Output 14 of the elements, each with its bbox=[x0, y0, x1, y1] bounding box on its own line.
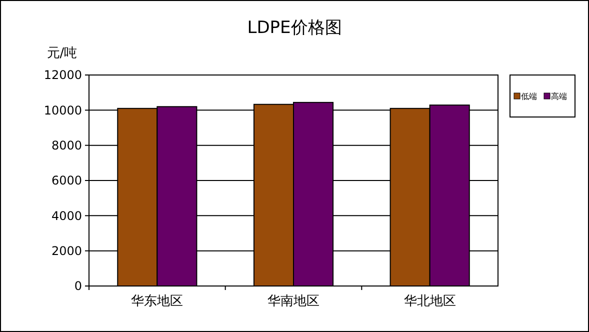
y-tick-label: 2000 bbox=[51, 244, 82, 258]
y-tick-label: 10000 bbox=[44, 103, 82, 118]
chart-title: LDPE价格图 bbox=[247, 18, 342, 38]
y-axis-title: 元/吨 bbox=[46, 46, 78, 61]
y-tick-label: 0 bbox=[74, 279, 82, 294]
x-tick-label: 华北地区 bbox=[404, 294, 456, 309]
legend-label: 高端 bbox=[551, 92, 567, 101]
y-tick-label: 12000 bbox=[44, 68, 82, 82]
x-tick-label: 华南地区 bbox=[268, 294, 320, 309]
y-tick-label: 6000 bbox=[51, 174, 82, 188]
x-tick-label: 华东地区 bbox=[131, 294, 184, 309]
legend-label: 低端 bbox=[521, 92, 537, 101]
y-tick-label: 4000 bbox=[51, 208, 82, 223]
y-tick-label: 8000 bbox=[51, 138, 82, 153]
